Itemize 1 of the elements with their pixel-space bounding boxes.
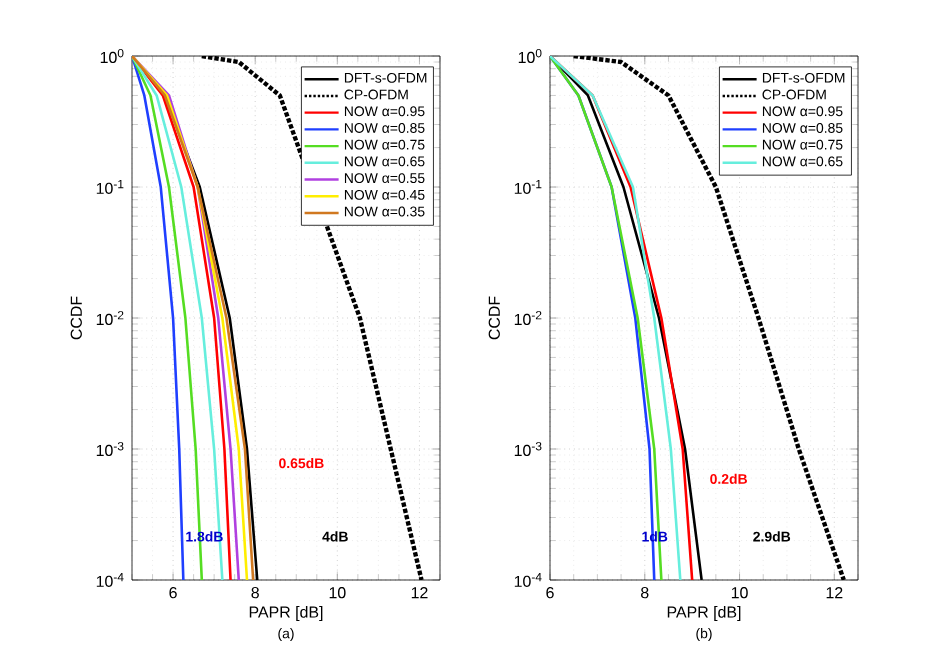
line-series	[132, 56, 185, 581]
